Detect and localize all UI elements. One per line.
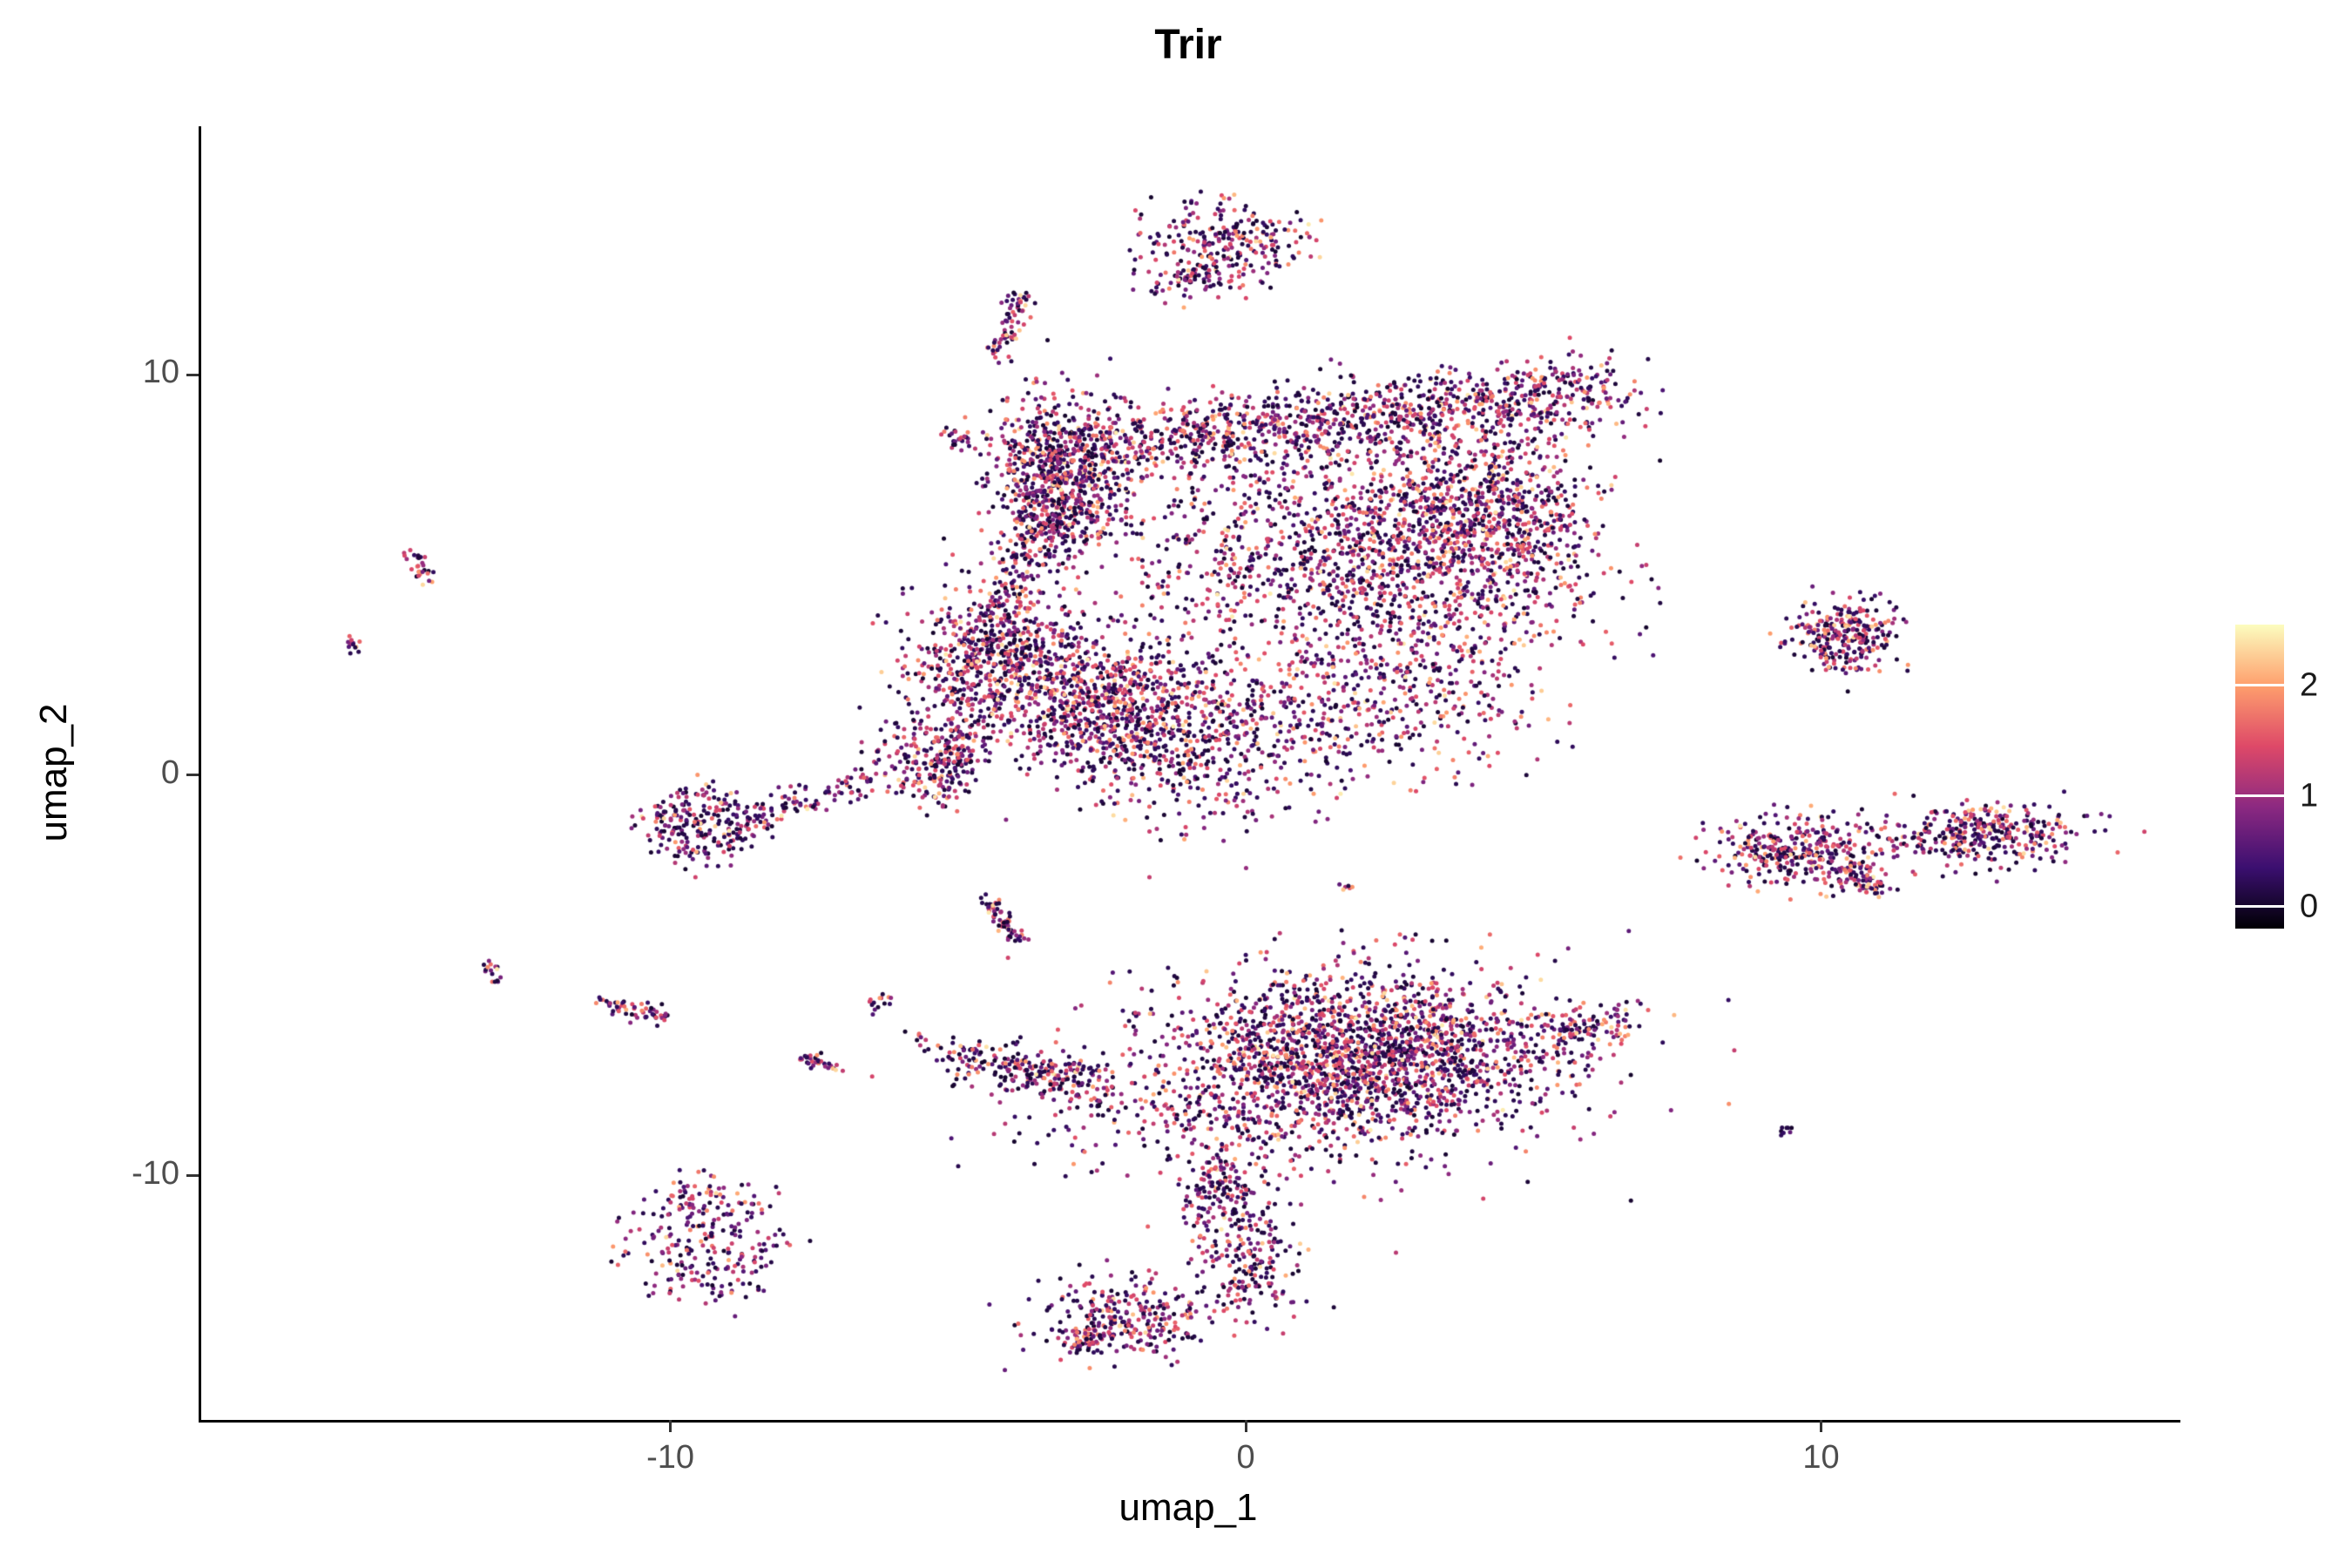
- y-tick-mark: [186, 774, 199, 777]
- colorbar-tick-mark: [2235, 684, 2284, 687]
- colorbar-gradient: [2235, 625, 2284, 929]
- x-axis-label: umap_1: [1119, 1486, 1258, 1529]
- colorbar-tick-mark: [2235, 905, 2284, 909]
- x-tick-label: 0: [1236, 1439, 1255, 1476]
- colorbar-legend: [2235, 625, 2284, 929]
- y-tick-label: 0: [160, 754, 179, 791]
- y-tick-mark: [186, 1174, 199, 1178]
- y-tick-label: 10: [142, 354, 179, 391]
- x-tick-mark: [1820, 1420, 1822, 1432]
- colorbar-tick-mark: [2235, 794, 2284, 798]
- x-tick-label: -10: [646, 1439, 695, 1476]
- y-tick-label: -10: [132, 1154, 179, 1192]
- y-axis-label: umap_2: [32, 703, 75, 842]
- x-tick-mark: [669, 1420, 672, 1432]
- x-tick-mark: [1244, 1420, 1247, 1432]
- x-tick-label: 10: [1802, 1439, 1840, 1476]
- plot-title: Trir: [1154, 22, 1222, 68]
- y-tick-mark: [186, 373, 199, 376]
